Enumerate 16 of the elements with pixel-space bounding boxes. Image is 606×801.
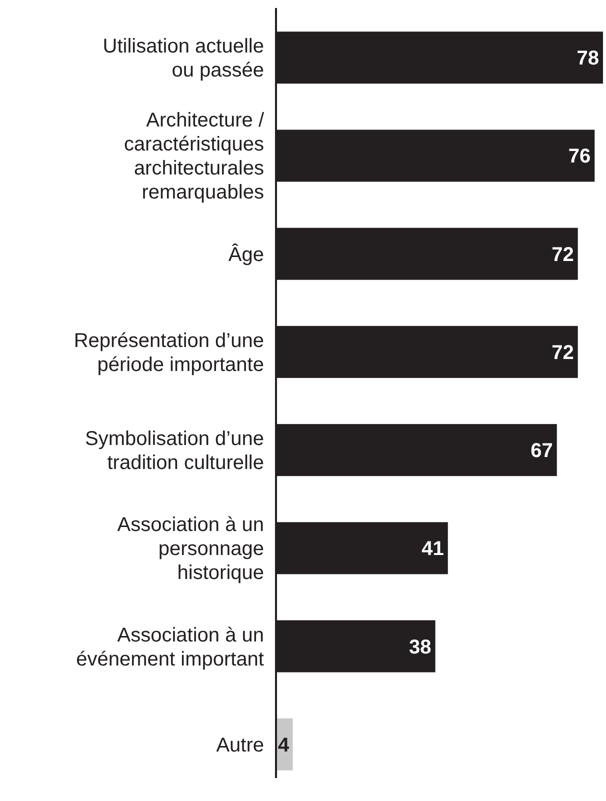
y-tick-label: Utilisation actuelle ou passée: [102, 36, 264, 82]
data-label: 38: [409, 636, 432, 658]
y-tick-label: Symbolisation d’une tradition culturelle: [85, 428, 264, 474]
y-tick-label: Association à un personnage historique: [117, 514, 264, 584]
data-label: 72: [552, 244, 574, 266]
y-tick-label: Autre: [216, 734, 264, 756]
data-label: 67: [530, 440, 553, 462]
data-label: 41: [422, 538, 444, 560]
data-label: 4: [278, 734, 290, 756]
data-label: 72: [552, 342, 574, 364]
y-tick-label: Association à un événement important: [76, 624, 264, 670]
y-tick-label: Âge: [228, 242, 264, 266]
y-tick-label: Représentation d’une période importante: [74, 330, 264, 376]
y-tick-label: Architecture / caractéristiques architecturales remarquables: [124, 110, 264, 204]
data-label: 76: [568, 146, 591, 168]
data-label: 78: [576, 48, 599, 70]
